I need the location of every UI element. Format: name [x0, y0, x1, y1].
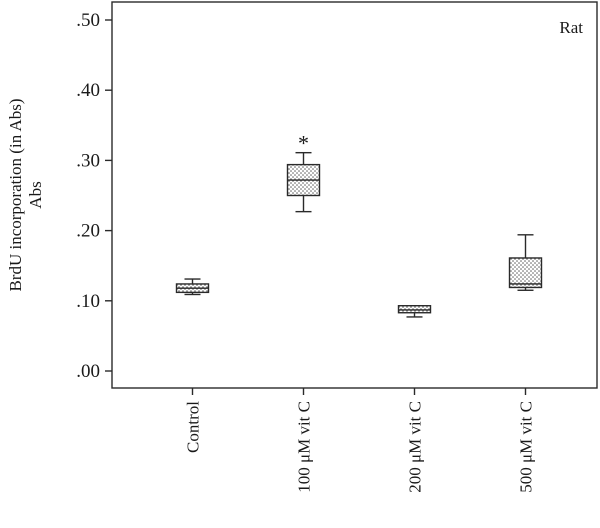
x-category-label: 200 μM vit C — [406, 401, 425, 493]
y-tick-label: .30 — [76, 150, 100, 171]
box-series: * — [175, 131, 543, 318]
box-iqr — [508, 257, 543, 289]
x-category-label: 500 μM vit C — [517, 401, 536, 493]
y-tick-label: .20 — [76, 221, 100, 242]
x-category-label: 100 μM vit C — [295, 401, 314, 493]
y-tick-label: .00 — [76, 361, 100, 382]
y-tick-label: .40 — [76, 80, 100, 101]
y-axis-title: BrdU incorporation (in Abs) — [6, 98, 25, 291]
box-group — [397, 305, 432, 318]
x-category-label: Control — [184, 401, 203, 453]
box-iqr — [397, 305, 432, 314]
y-tick-label: .10 — [76, 291, 100, 312]
y-axis-subtitle: Abs — [26, 181, 45, 208]
box-group — [175, 278, 210, 296]
significance-marker: * — [298, 131, 309, 156]
x-axis-labels: Control 100 μM vit C 200 μM vit C 500 μM vi… — [184, 388, 536, 493]
y-axis: .00 .10 .20 .30 .40 .50 — [76, 10, 112, 382]
box-group: * — [286, 131, 321, 213]
box-group — [508, 234, 543, 291]
plot-frame — [111, 1, 598, 389]
y-tick-label: .50 — [76, 10, 100, 31]
panel-label: Rat — [559, 18, 583, 37]
